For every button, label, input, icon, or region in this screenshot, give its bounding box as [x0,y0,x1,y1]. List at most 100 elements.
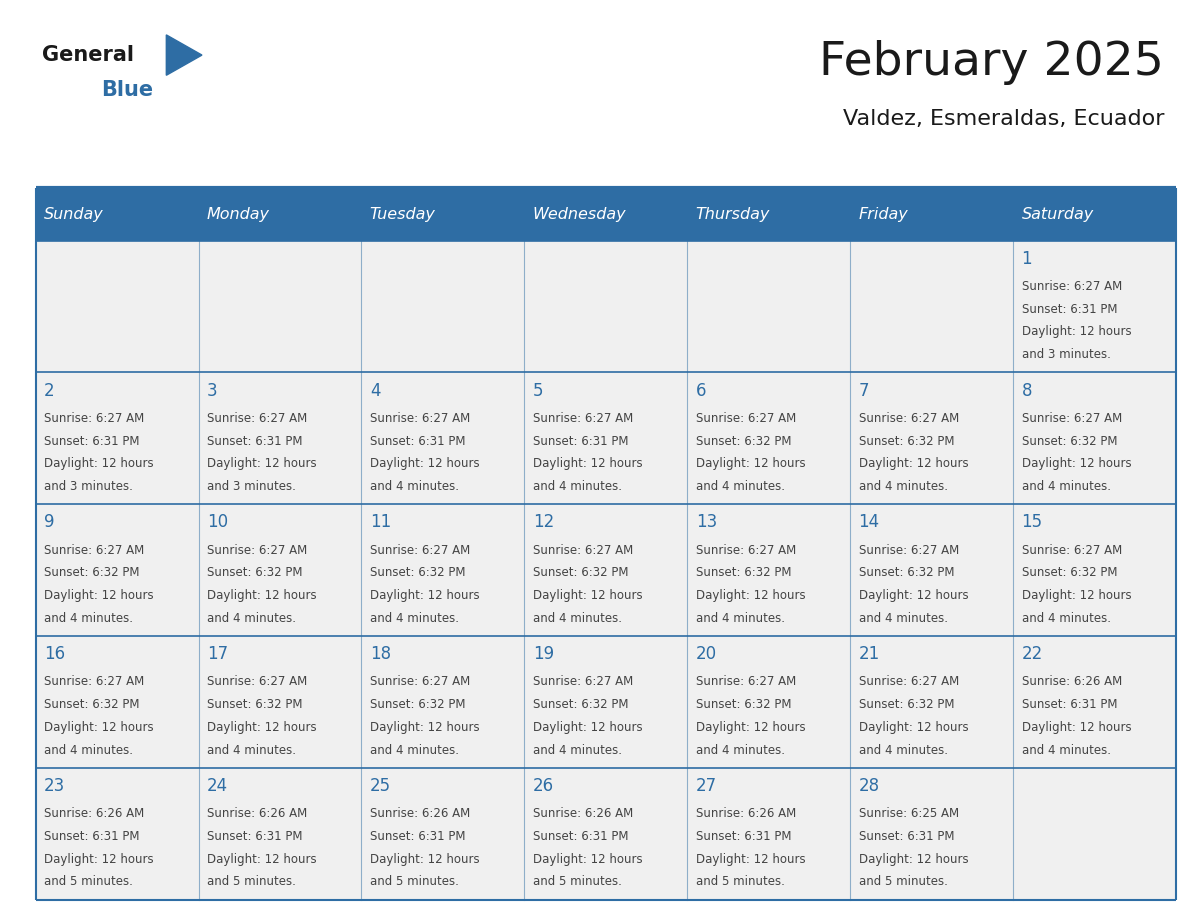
Bar [688,241,851,373]
Text: Sunset: 6:31 PM: Sunset: 6:31 PM [369,434,466,448]
Text: Daylight: 12 hours: Daylight: 12 hours [696,721,805,733]
Text: Daylight: 12 hours: Daylight: 12 hours [369,721,480,733]
Text: Sunrise: 6:27 AM: Sunrise: 6:27 AM [859,412,959,425]
Bar [851,636,1013,767]
Text: 2: 2 [44,382,55,399]
Text: and 4 minutes.: and 4 minutes. [1022,744,1111,756]
Text: Sunset: 6:31 PM: Sunset: 6:31 PM [1022,303,1117,316]
Text: Thursday: Thursday [696,207,770,222]
Text: Daylight: 12 hours: Daylight: 12 hours [44,721,153,733]
Text: Daylight: 12 hours: Daylight: 12 hours [369,457,480,470]
Bar [688,636,851,767]
Text: and 4 minutes.: and 4 minutes. [207,744,296,756]
Text: and 4 minutes.: and 4 minutes. [532,480,621,493]
Text: Sunrise: 6:27 AM: Sunrise: 6:27 AM [369,543,470,556]
Bar [36,188,1176,241]
Text: Sunrise: 6:26 AM: Sunrise: 6:26 AM [44,807,144,821]
Bar [524,767,688,900]
Text: Sunset: 6:31 PM: Sunset: 6:31 PM [44,830,139,843]
Text: Daylight: 12 hours: Daylight: 12 hours [859,853,968,866]
Text: Sunset: 6:31 PM: Sunset: 6:31 PM [207,830,303,843]
Text: 21: 21 [859,645,880,663]
Text: and 5 minutes.: and 5 minutes. [207,876,296,889]
Text: 22: 22 [1022,645,1043,663]
Text: Sunset: 6:32 PM: Sunset: 6:32 PM [532,699,628,711]
Text: 11: 11 [369,513,391,532]
Text: Sunset: 6:32 PM: Sunset: 6:32 PM [207,699,303,711]
Text: and 5 minutes.: and 5 minutes. [859,876,948,889]
Text: 20: 20 [696,645,716,663]
Text: Daylight: 12 hours: Daylight: 12 hours [207,853,316,866]
Text: Sunrise: 6:27 AM: Sunrise: 6:27 AM [44,676,144,688]
Text: Daylight: 12 hours: Daylight: 12 hours [532,853,643,866]
Text: 9: 9 [44,513,55,532]
Bar [524,373,688,504]
Text: Sunset: 6:32 PM: Sunset: 6:32 PM [1022,566,1117,579]
Bar [361,241,524,373]
Text: Daylight: 12 hours: Daylight: 12 hours [859,721,968,733]
Text: 26: 26 [532,777,554,795]
Text: Sunrise: 6:27 AM: Sunrise: 6:27 AM [696,676,796,688]
Bar [36,241,198,373]
Text: Daylight: 12 hours: Daylight: 12 hours [859,457,968,470]
Text: Daylight: 12 hours: Daylight: 12 hours [696,457,805,470]
Bar [1013,373,1176,504]
Text: and 3 minutes.: and 3 minutes. [44,480,133,493]
Bar [524,636,688,767]
Text: Sunrise: 6:27 AM: Sunrise: 6:27 AM [532,676,633,688]
Text: and 4 minutes.: and 4 minutes. [696,611,784,625]
Text: and 4 minutes.: and 4 minutes. [696,744,784,756]
Bar [361,767,524,900]
Text: Sunrise: 6:27 AM: Sunrise: 6:27 AM [859,543,959,556]
Text: Daylight: 12 hours: Daylight: 12 hours [207,589,316,602]
Text: Daylight: 12 hours: Daylight: 12 hours [532,721,643,733]
Text: Daylight: 12 hours: Daylight: 12 hours [1022,721,1131,733]
Text: Sunrise: 6:27 AM: Sunrise: 6:27 AM [207,412,308,425]
Text: Sunrise: 6:27 AM: Sunrise: 6:27 AM [1022,280,1121,293]
Bar [688,373,851,504]
Text: 16: 16 [44,645,65,663]
Text: Sunset: 6:31 PM: Sunset: 6:31 PM [532,434,628,448]
Text: and 4 minutes.: and 4 minutes. [1022,480,1111,493]
Text: Wednesday: Wednesday [532,207,626,222]
Text: 10: 10 [207,513,228,532]
Text: Daylight: 12 hours: Daylight: 12 hours [1022,326,1131,339]
Text: Saturday: Saturday [1022,207,1094,222]
Text: and 4 minutes.: and 4 minutes. [532,744,621,756]
Text: Sunrise: 6:27 AM: Sunrise: 6:27 AM [1022,412,1121,425]
Text: Sunset: 6:32 PM: Sunset: 6:32 PM [696,434,791,448]
Text: Daylight: 12 hours: Daylight: 12 hours [532,589,643,602]
Bar [198,636,361,767]
Text: Sunrise: 6:27 AM: Sunrise: 6:27 AM [1022,543,1121,556]
Text: 28: 28 [859,777,879,795]
Text: Sunset: 6:31 PM: Sunset: 6:31 PM [696,830,791,843]
Text: 25: 25 [369,777,391,795]
Text: Sunrise: 6:26 AM: Sunrise: 6:26 AM [696,807,796,821]
Text: Daylight: 12 hours: Daylight: 12 hours [44,589,153,602]
Text: and 4 minutes.: and 4 minutes. [369,480,459,493]
Text: Daylight: 12 hours: Daylight: 12 hours [369,853,480,866]
Text: Sunrise: 6:27 AM: Sunrise: 6:27 AM [859,676,959,688]
Text: and 4 minutes.: and 4 minutes. [44,744,133,756]
Bar [36,373,198,504]
Text: Sunset: 6:31 PM: Sunset: 6:31 PM [859,830,954,843]
Text: and 5 minutes.: and 5 minutes. [44,876,133,889]
Text: 6: 6 [696,382,706,399]
Text: Friday: Friday [859,207,909,222]
Text: Sunset: 6:32 PM: Sunset: 6:32 PM [859,434,954,448]
Bar [851,373,1013,504]
Bar [524,241,688,373]
Text: 17: 17 [207,645,228,663]
Text: February 2025: February 2025 [820,39,1164,85]
Text: and 4 minutes.: and 4 minutes. [369,611,459,625]
Bar [361,636,524,767]
Text: Sunset: 6:32 PM: Sunset: 6:32 PM [532,566,628,579]
Bar [1013,241,1176,373]
Text: 1: 1 [1022,250,1032,268]
Text: Daylight: 12 hours: Daylight: 12 hours [696,589,805,602]
Text: and 5 minutes.: and 5 minutes. [532,876,621,889]
Bar [1013,504,1176,636]
Text: Daylight: 12 hours: Daylight: 12 hours [369,589,480,602]
Text: Daylight: 12 hours: Daylight: 12 hours [532,457,643,470]
Text: 19: 19 [532,645,554,663]
